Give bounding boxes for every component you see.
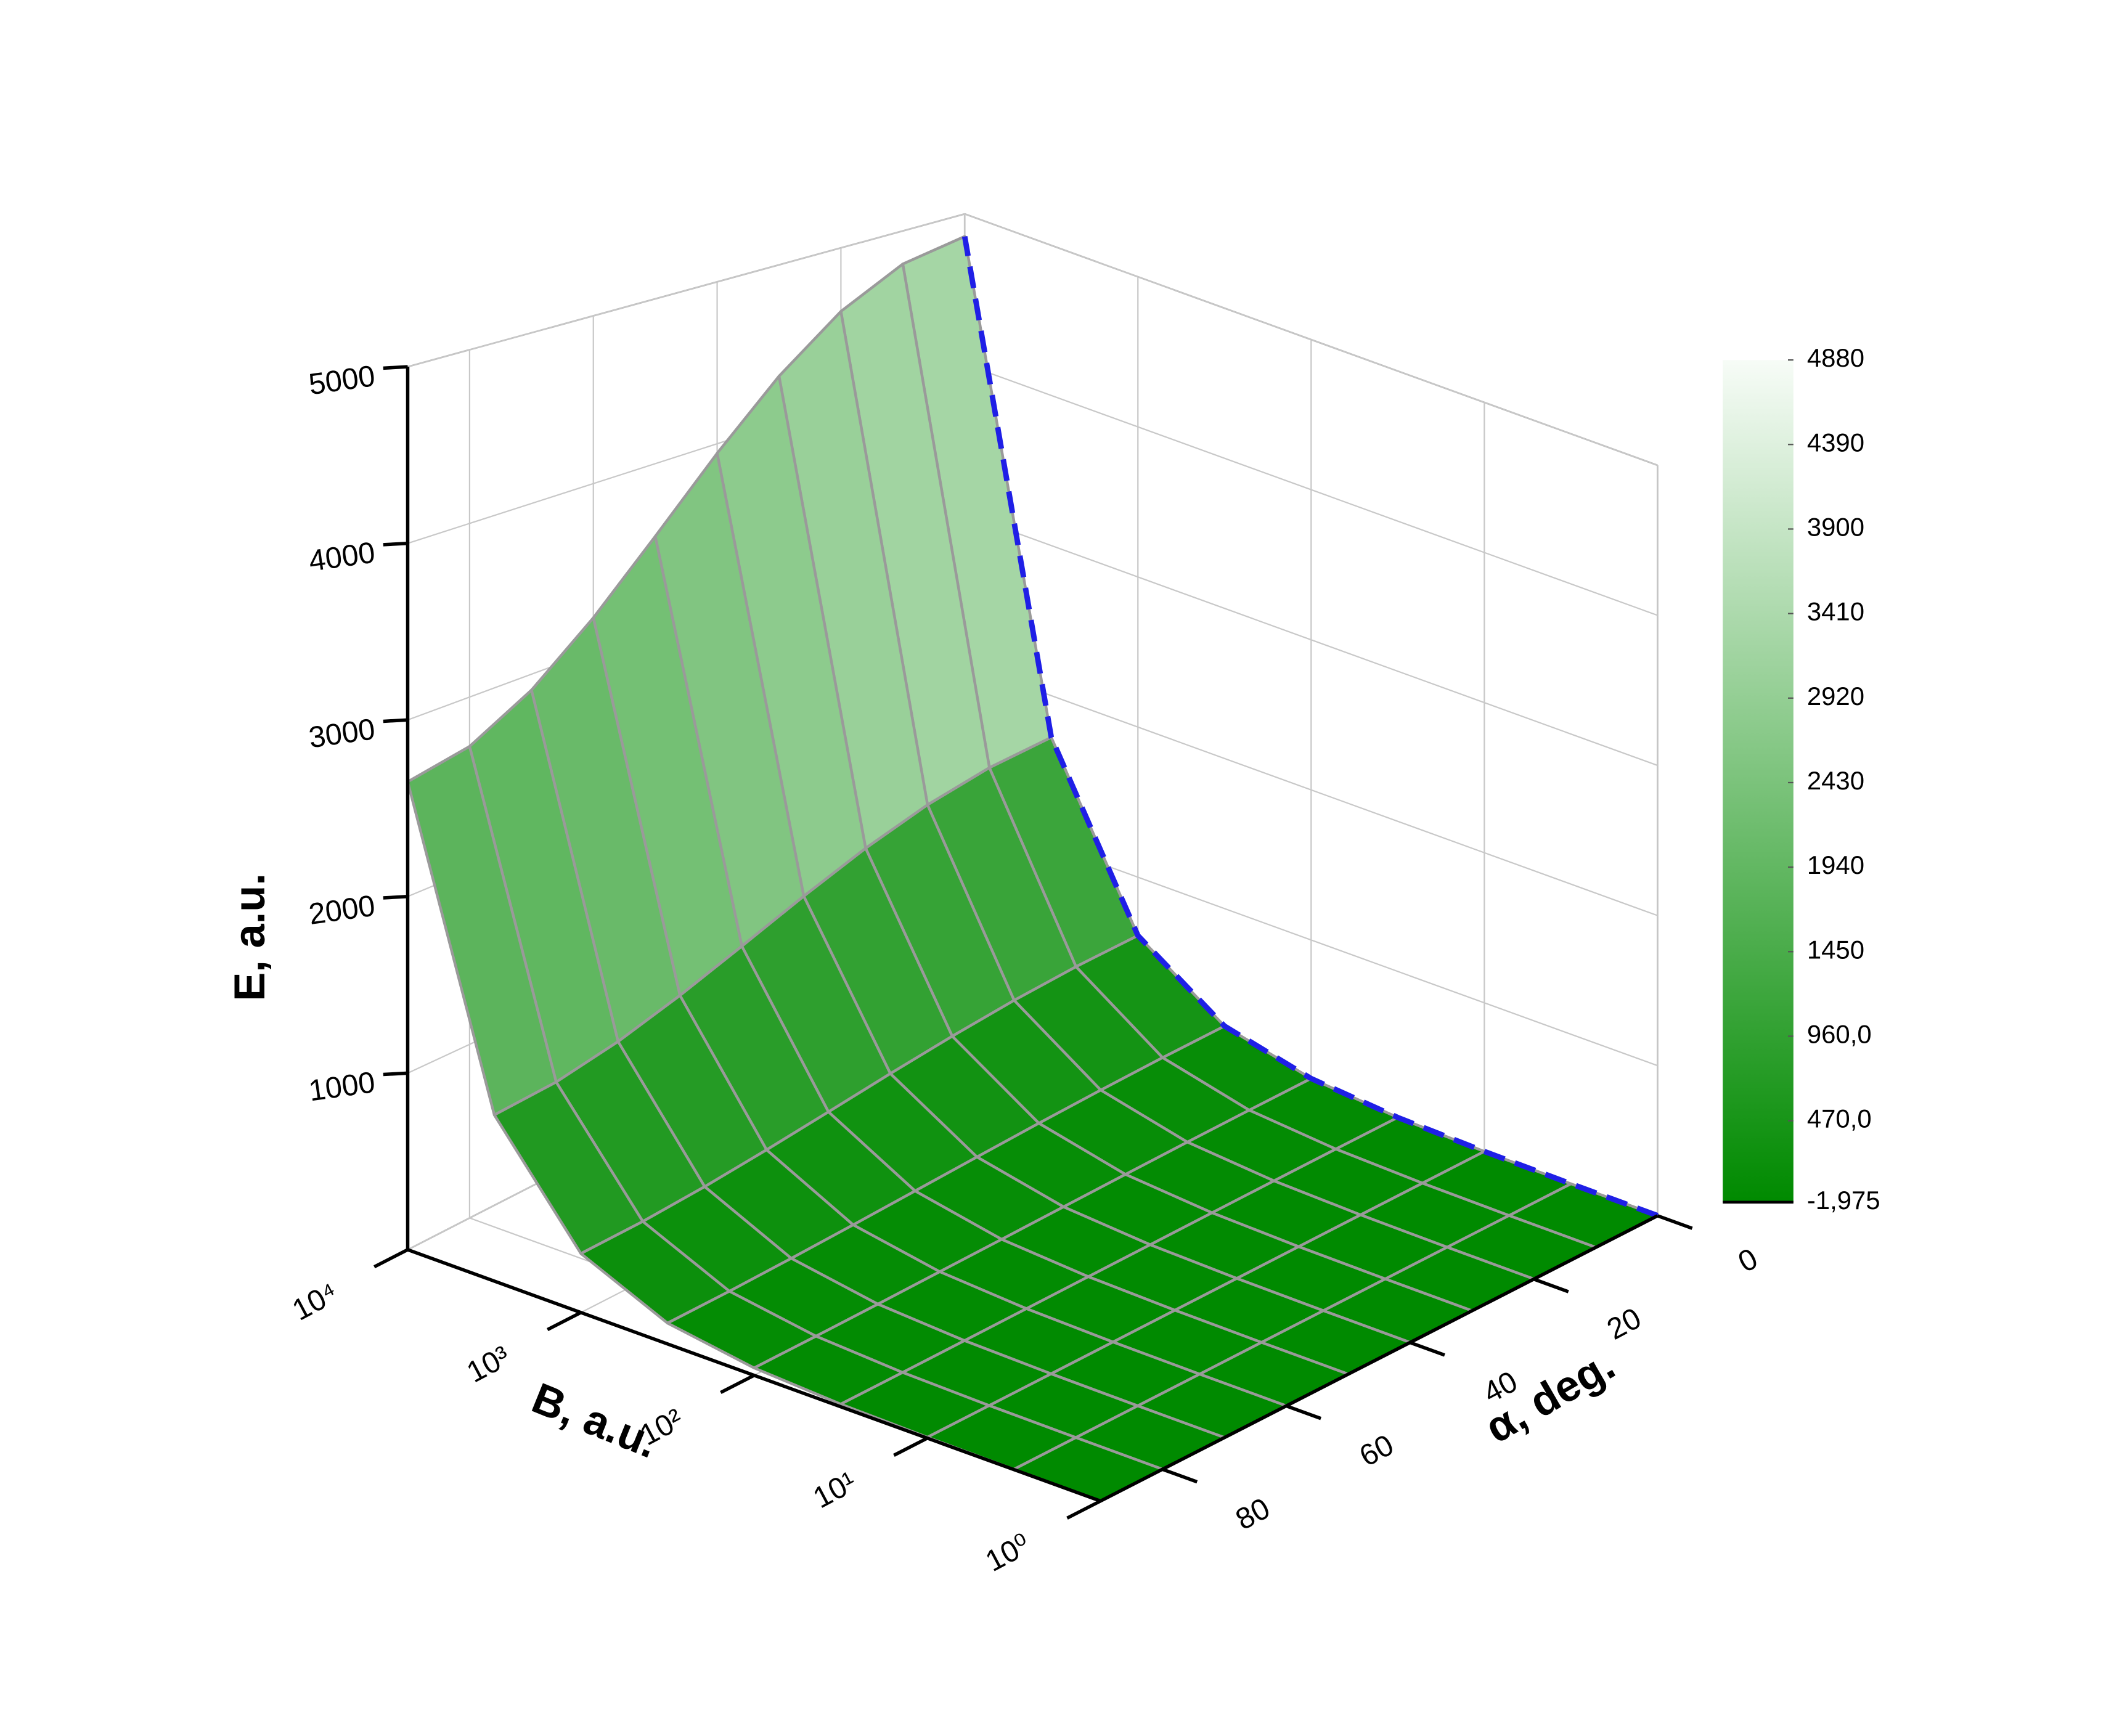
z-axis-title: E, a.u. bbox=[225, 873, 274, 1001]
y-tick bbox=[1409, 1340, 1445, 1357]
z-tick-label: 2000 bbox=[307, 889, 377, 931]
y-tick bbox=[1285, 1404, 1322, 1420]
z-tick-label: 5000 bbox=[307, 359, 377, 401]
colorbar-tick-label: 960,0 bbox=[1807, 1020, 1872, 1049]
colorbar-tick-label: 3410 bbox=[1807, 597, 1864, 626]
z-tick bbox=[383, 541, 408, 547]
y-tick-label: 0 bbox=[1733, 1242, 1763, 1279]
x-tick-label: 10⁰ bbox=[980, 1528, 1035, 1578]
colorbar-tick-label: 3900 bbox=[1807, 513, 1864, 542]
x-tick bbox=[373, 1248, 409, 1269]
z-tick-label: 4000 bbox=[307, 536, 377, 577]
z-tick bbox=[383, 718, 408, 723]
y-tick-label: 20 bbox=[1602, 1302, 1647, 1347]
colorbar-tick-label: 1940 bbox=[1807, 850, 1864, 879]
y-tick bbox=[1533, 1278, 1569, 1294]
colorbar-tick-label: -1,975 bbox=[1807, 1186, 1880, 1215]
colorbar-tick-label: 2920 bbox=[1807, 682, 1864, 711]
colorbar-tick-label: 4390 bbox=[1807, 428, 1864, 457]
colorbar-tick-label: 1450 bbox=[1807, 935, 1864, 964]
x-axis bbox=[407, 1248, 1101, 1503]
grid-line bbox=[407, 213, 965, 368]
x-tick-label: 10³ bbox=[462, 1340, 515, 1390]
y-tick bbox=[1657, 1214, 1693, 1230]
colorbar-tick-label: 4880 bbox=[1807, 343, 1864, 372]
x-tick-label: 10⁴ bbox=[287, 1276, 343, 1327]
x-tick bbox=[547, 1311, 582, 1332]
z-tick bbox=[383, 365, 408, 370]
y-tick bbox=[1162, 1467, 1198, 1484]
z-tick-label: 3000 bbox=[307, 712, 377, 754]
x-tick bbox=[1066, 1499, 1101, 1520]
z-tick bbox=[383, 1071, 408, 1077]
y-tick-label: 80 bbox=[1230, 1491, 1275, 1536]
z-tick-label: 1000 bbox=[307, 1066, 377, 1107]
x-tick bbox=[893, 1436, 928, 1457]
colorbar-tick-label: 470,0 bbox=[1807, 1104, 1872, 1133]
edge-line bbox=[961, 235, 1659, 1218]
y-tick-label: 60 bbox=[1354, 1428, 1399, 1473]
x-tick-label: 10¹ bbox=[808, 1465, 862, 1515]
colorbar-tick-label: 2430 bbox=[1807, 766, 1864, 795]
colorbar bbox=[1723, 360, 1794, 1202]
z-tick bbox=[383, 895, 408, 900]
x-tick bbox=[720, 1374, 755, 1395]
y-axis bbox=[1100, 1214, 1659, 1503]
